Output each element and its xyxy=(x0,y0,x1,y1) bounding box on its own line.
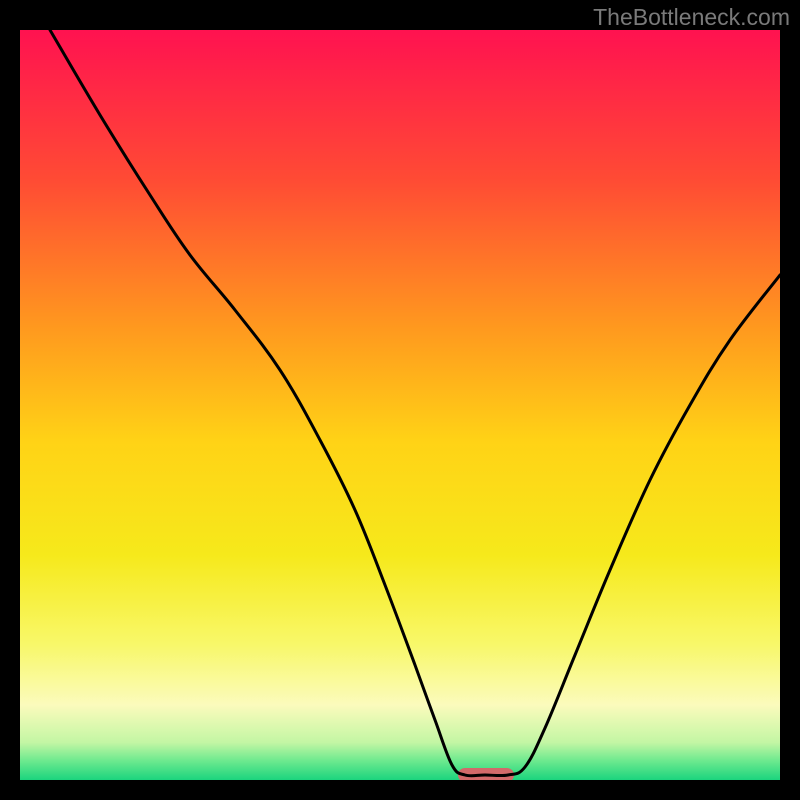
chart-area xyxy=(20,30,780,780)
chart-background-gradient xyxy=(20,30,780,780)
gradient-chart-svg xyxy=(20,30,780,780)
watermark-text: TheBottleneck.com xyxy=(593,4,790,31)
chart-frame: TheBottleneck.com xyxy=(0,0,800,800)
